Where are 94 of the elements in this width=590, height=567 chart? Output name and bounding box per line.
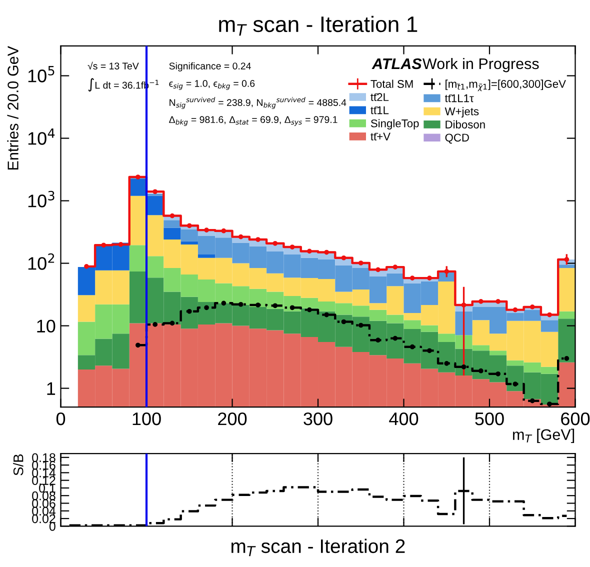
x-tick-label: 500 — [475, 412, 504, 426]
point — [478, 299, 484, 304]
point — [564, 356, 570, 361]
annotation: Δ$_{bkg}$ = 981.6, Δ$_{stat}$ = 69.9, Δ$_{sys}$ = 979.1 — [169, 116, 338, 126]
point — [204, 228, 209, 232]
bar — [129, 245, 147, 272]
annotation: N$_{sig}$$^{survived}$ = 238.9, N$_{bkg}$$^{survived}$ = 4885.4 — [170, 97, 346, 109]
point — [272, 303, 278, 308]
point — [136, 174, 140, 180]
x-tick-label: 100 — [132, 412, 161, 426]
legend-label: tt̄1L1τ — [444, 94, 474, 102]
point — [204, 305, 209, 310]
point — [324, 250, 330, 255]
x-tick-label: 400 — [389, 412, 418, 426]
point — [307, 248, 312, 254]
bar — [198, 254, 216, 258]
point — [256, 302, 260, 308]
y-tick-label: 10 — [37, 320, 56, 332]
legend-label: SingleTop — [370, 119, 419, 130]
point — [478, 368, 484, 374]
point — [341, 319, 346, 324]
x-tick-label: 200 — [218, 412, 247, 426]
legend-label: tt̄1L — [370, 106, 389, 114]
point — [290, 305, 295, 310]
point — [256, 237, 260, 242]
bar — [164, 228, 181, 240]
point — [238, 234, 244, 240]
point — [530, 304, 535, 310]
legend-label: Diboson — [446, 120, 485, 128]
annotation: Significance = 0.24 — [169, 62, 251, 72]
point — [496, 299, 501, 304]
point — [186, 223, 192, 228]
y-tick-label: 10$^{3}$ — [28, 190, 54, 208]
point — [410, 344, 415, 350]
annotation: ϵ$_{sig}$ = 1.0, ϵ$_{bkg}$ = 0.6 — [169, 80, 255, 90]
point — [512, 307, 518, 312]
text: m$_{T}$ scan - Iteration 2 — [232, 538, 405, 556]
point — [547, 312, 552, 318]
bar — [558, 264, 576, 268]
point — [324, 312, 330, 318]
chart-title: m$_{T}$ scan - Iteration 1 — [219, 16, 418, 36]
point — [392, 336, 398, 341]
annotation: √s = 13 TeV — [88, 62, 139, 70]
point — [136, 342, 140, 348]
point — [461, 364, 466, 370]
legend-label: tt̄+V — [370, 132, 390, 140]
point — [512, 382, 518, 386]
point — [152, 189, 158, 194]
point — [101, 242, 106, 248]
x-tick-label: 0 — [56, 412, 66, 426]
point — [410, 276, 415, 280]
point — [358, 322, 364, 328]
legend-label: QCD — [445, 134, 469, 144]
point — [547, 402, 552, 406]
y-tick-label: 10$^{4}$ — [28, 128, 55, 145]
point — [84, 264, 89, 269]
point — [427, 348, 432, 354]
y-axis-title: S/B — [13, 454, 24, 476]
legend-label: tt̄2L — [370, 93, 389, 102]
point — [272, 240, 278, 246]
bar — [164, 220, 181, 228]
legend-label: W+jets — [444, 107, 479, 118]
point — [376, 338, 380, 343]
y-tick-label: 10$^{2}$ — [28, 253, 54, 270]
point — [221, 300, 226, 306]
point — [221, 228, 226, 234]
x-axis-title: m$_{T}$ [GeV] — [513, 428, 574, 444]
annotation: Work in Progress — [422, 58, 539, 72]
x-tick-label: 300 — [304, 412, 332, 426]
point — [186, 308, 192, 314]
point — [152, 322, 158, 327]
point — [170, 213, 175, 218]
point — [307, 307, 312, 312]
bar — [558, 268, 576, 312]
legend-label: Total SM — [370, 80, 413, 88]
point — [341, 255, 346, 260]
legend-label: [m$_{t̃1}$,m$_{χ̃1}$]=[600,300]GeV — [446, 80, 566, 92]
point — [496, 371, 501, 376]
point — [376, 267, 380, 272]
point — [170, 320, 175, 326]
y-tick-label: 10$^{5}$ — [28, 66, 54, 82]
annotation: ATLAS — [372, 58, 422, 70]
point — [358, 260, 364, 266]
y-axis-title: Entries / 20.0 GeV — [7, 46, 18, 170]
point — [392, 264, 398, 270]
bar — [180, 241, 198, 244]
bar — [490, 350, 507, 356]
x-tick-label: 600 — [561, 412, 590, 426]
point — [444, 360, 450, 366]
point — [290, 244, 295, 250]
point — [118, 242, 124, 247]
point — [238, 302, 244, 307]
point — [427, 276, 432, 280]
y-tick-label: 1 — [47, 382, 56, 395]
